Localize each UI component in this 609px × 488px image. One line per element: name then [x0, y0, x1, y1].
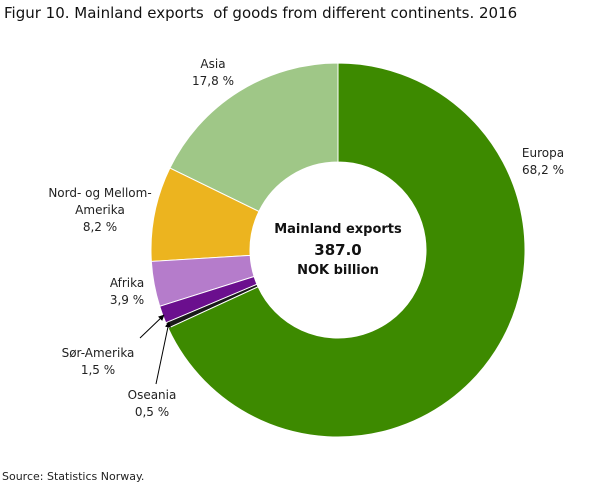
- value-label: 8,2 %: [82, 220, 118, 234]
- donut-slice: [169, 62, 339, 213]
- value-label: 1,5 %: [80, 363, 116, 377]
- donut-slice: [150, 254, 255, 307]
- source: Source: Statistics Norway.: [2, 470, 145, 483]
- category-name: Asia: [200, 57, 226, 71]
- value-label: 68,2 %: [522, 163, 564, 177]
- value-label: 3,9 %: [109, 293, 145, 307]
- chart-title: Figur 10. Mainland exports of goods from…: [4, 4, 518, 22]
- donut-slice: [167, 62, 526, 438]
- donut-slice: [150, 167, 260, 262]
- slice-label: Afrika 3,9 %: [87, 275, 167, 309]
- category-name: Afrika: [109, 276, 145, 290]
- slice-label: Sør-Amerika 1,5 %: [48, 345, 148, 379]
- category-name: Sør-Amerika: [61, 346, 135, 360]
- category-name: Europa: [521, 146, 565, 160]
- center-label: Mainland exports: [274, 222, 402, 237]
- value-label: 17,8 %: [192, 74, 234, 88]
- center-unit: NOK billion: [297, 263, 379, 278]
- slice-label: Asia 17,8 %: [173, 56, 253, 90]
- slice-label: Oseania 0,5 %: [112, 387, 192, 421]
- value-label: 0,5 %: [134, 405, 170, 419]
- pointer-line: [139, 314, 165, 339]
- category-name: Nord- og Mellom-Amerika: [48, 186, 152, 217]
- slice-label: Europa 68,2 %: [503, 145, 583, 179]
- pointer-line: [155, 321, 171, 385]
- slice-label: Nord- og Mellom-Amerika 8,2 %: [45, 185, 155, 236]
- category-name: Oseania: [127, 388, 177, 402]
- center-value: 387.0: [314, 241, 362, 259]
